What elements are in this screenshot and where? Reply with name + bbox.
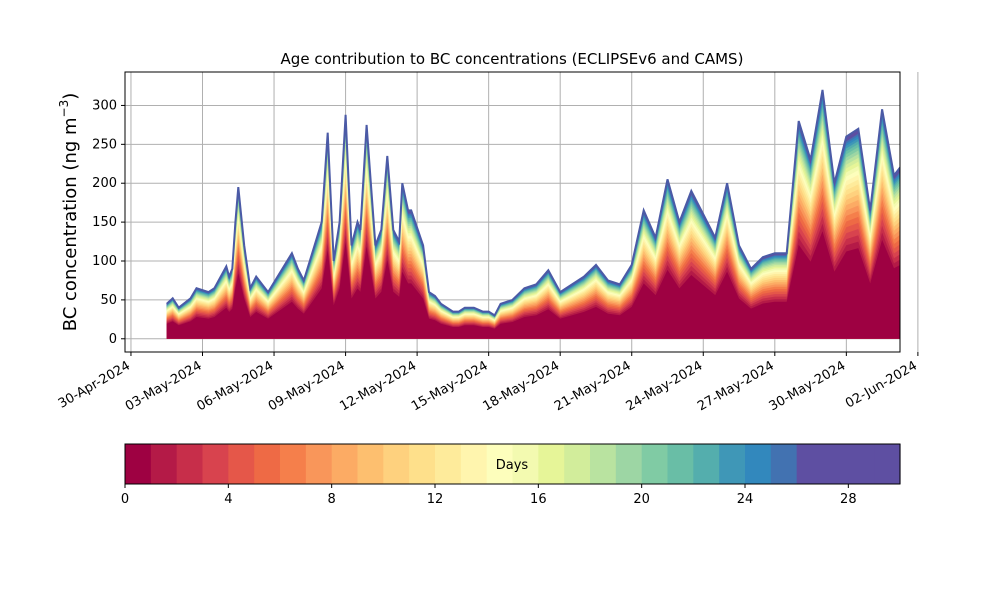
colorbar-swatch-27 [822,444,849,484]
colorbar-swatch-7 [305,444,333,484]
colorbar-swatch-12 [435,444,462,484]
y-axis-label-exponent: −3 [57,100,71,118]
y-tick-label: 300 [92,98,117,113]
total-outline [166,89,900,317]
y-axis-ticks: 0 50 100 150 200 250 300 [92,98,125,347]
y-tick-label: 200 [92,176,117,191]
y-tick-label: 150 [92,215,117,230]
colorbar-tick-label: 8 [328,492,336,507]
total-line [166,89,900,317]
y-tick-label: 50 [100,293,117,308]
colorbar [125,444,901,484]
colorbar-swatch-21 [667,444,694,484]
colorbar-tick-label: 28 [840,492,857,507]
colorbar-swatch-24 [745,444,772,484]
stacked-area-layers [166,89,900,339]
colorbar-swatch-13 [460,444,488,484]
colorbar-label: Days [496,458,529,473]
colorbar-tick-label: 0 [121,492,129,507]
colorbar-tick-label: 24 [737,492,754,507]
colorbar-swatch-6 [280,444,307,484]
plot-frame [124,71,901,353]
colorbar-frame [124,443,901,485]
colorbar-swatch-14 [486,444,514,484]
colorbar-swatch-16 [538,444,565,484]
colorbar-swatch-4 [228,444,255,484]
colorbar-swatch-26 [796,444,824,484]
colorbar-swatch-1 [150,444,178,484]
colorbar-swatch-5 [254,444,281,484]
y-axis-label: BC concentration (ng m−3) [57,93,81,332]
colorbar-tick-label: 12 [427,492,444,507]
y-tick-label: 0 [109,332,117,347]
colorbar-swatch-8 [331,444,359,484]
colorbar-swatch-2 [176,444,204,484]
colorbar-tick-label: 4 [224,492,232,507]
y-tick-label: 100 [92,254,117,269]
colorbar-swatch-20 [641,444,669,484]
colorbar-swatch-9 [357,444,384,484]
colorbar-swatch-11 [409,444,436,484]
colorbar-swatch-23 [719,444,746,484]
colorbar-swatch-0 [125,444,152,484]
colorbar-swatch-22 [693,444,720,484]
colorbar-tick-label: 20 [633,492,650,507]
colorbar-swatch-29 [874,444,901,484]
colorbar-swatch-3 [202,444,229,484]
colorbar-swatch-15 [512,444,539,484]
colorbar-swatch-25 [770,444,798,484]
colorbar-swatch-28 [848,444,875,484]
y-tick-label: 250 [92,137,117,152]
colorbar-swatch-19 [615,444,643,484]
colorbar-swatch-18 [590,444,617,484]
colorbar-swatch-10 [383,444,410,484]
colorbar-ticks: 0 4 8 12 16 20 24 28 [121,484,857,507]
age-layer-0 [166,231,900,339]
colorbar-swatch-17 [564,444,591,484]
chart-title: Age contribution to BC concentrations (E… [281,50,744,68]
colorbar-tick-label: 16 [530,492,547,507]
